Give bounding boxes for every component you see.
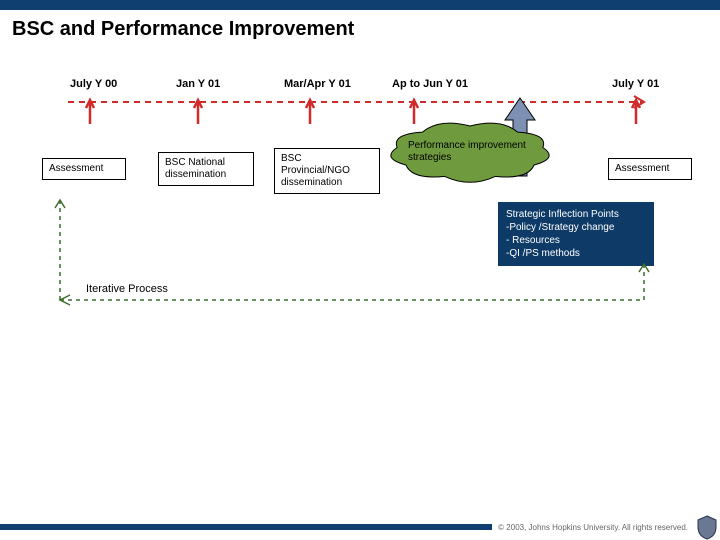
footer-bar xyxy=(0,524,492,530)
copyright: © 2003, Johns Hopkins University. All ri… xyxy=(492,523,694,532)
shield-icon xyxy=(694,514,720,540)
iterative-process-label: Iterative Process xyxy=(86,283,168,295)
footer: © 2003, Johns Hopkins University. All ri… xyxy=(0,514,720,540)
